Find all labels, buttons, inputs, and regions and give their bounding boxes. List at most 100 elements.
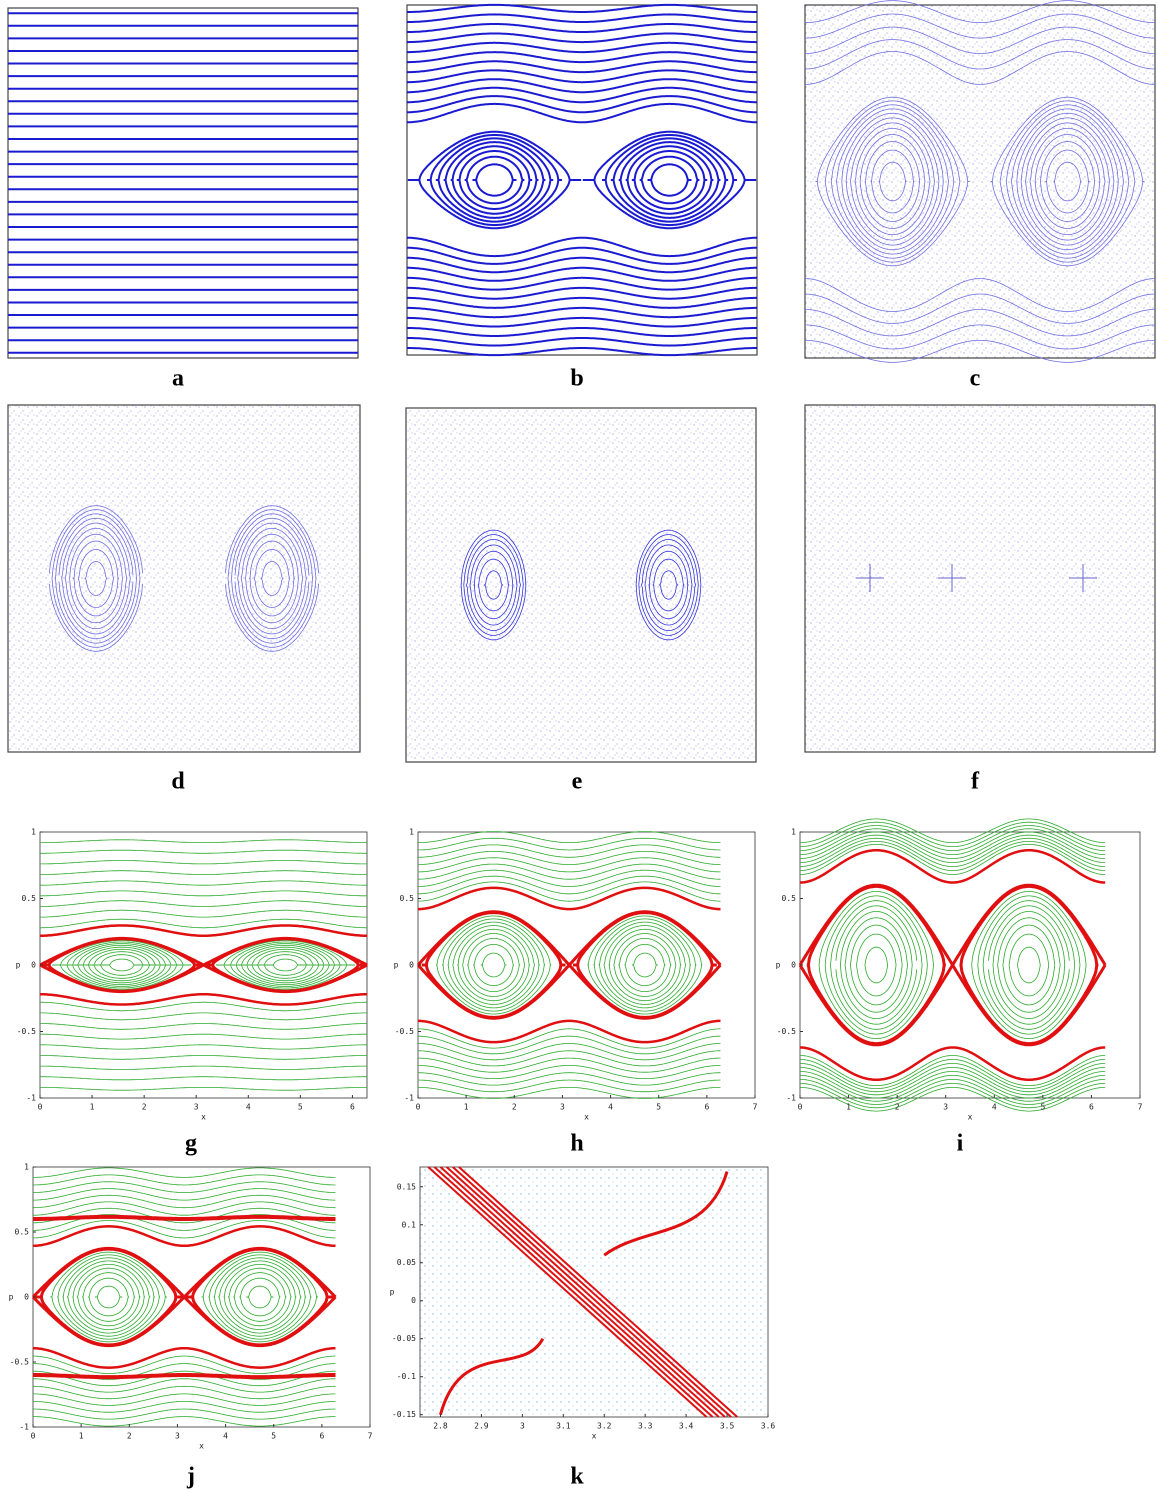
orbit [407, 32, 757, 44]
y-tick-label: 0 [791, 961, 796, 970]
orbit [477, 558, 685, 586]
orbit [815, 181, 1145, 267]
orbits [406, 3, 758, 357]
orbits [49, 505, 319, 652]
orbit [407, 316, 757, 328]
orbit [418, 881, 721, 902]
orbit [33, 1201, 336, 1216]
orbit [82, 1296, 287, 1322]
orbit [58, 581, 310, 640]
orbit [830, 181, 1130, 259]
orbit [40, 909, 368, 918]
orbit [73, 944, 334, 966]
orbit [800, 818, 1106, 843]
orbit [835, 969, 1070, 1025]
orbit [40, 1076, 368, 1081]
orbit [480, 952, 658, 966]
panel: d [7, 404, 361, 795]
orbit [865, 181, 1095, 222]
orbit [418, 837, 721, 851]
orbit [418, 1050, 721, 1067]
orbit [452, 964, 687, 1005]
orbit [457, 928, 682, 966]
orbit [33, 1416, 336, 1427]
y-tick-label: 0 [31, 961, 36, 970]
orbit [61, 522, 307, 579]
orbit [800, 1083, 1106, 1109]
x-axis-label: x [584, 1113, 589, 1122]
orbit [78, 548, 290, 579]
orbit [407, 286, 757, 300]
orbit [447, 921, 691, 966]
orbit [94, 954, 313, 966]
x-tick-label: 3 [175, 1432, 180, 1441]
orbit [407, 296, 757, 309]
orbit [800, 834, 1106, 863]
orbit [418, 1043, 721, 1061]
orbit [800, 844, 1106, 875]
orbit [40, 924, 368, 937]
orbit [61, 941, 346, 966]
orbit [800, 1055, 1106, 1086]
orbit [88, 1296, 281, 1317]
orbit [824, 181, 1136, 263]
hyperbolic-point [938, 564, 966, 592]
orbit [40, 849, 368, 854]
orbit [33, 1385, 336, 1400]
x-tick-label: 2.8 [433, 1422, 448, 1431]
orbit [878, 181, 1082, 202]
x-tick-label: 3.1 [556, 1422, 571, 1431]
orbit [466, 539, 696, 586]
orbit [57, 1296, 312, 1340]
x-axis-label: x [201, 1113, 206, 1122]
orbit [864, 946, 1041, 966]
panel-label: j [186, 1464, 195, 1490]
orbit [466, 584, 696, 631]
y-axis-label: p [16, 961, 21, 970]
x-axis-label: x [968, 1113, 973, 1122]
orbit [55, 513, 313, 579]
orbit [407, 95, 757, 114]
orbit [856, 933, 1050, 966]
x-tick-label: 1 [90, 1103, 95, 1112]
orbit [67, 1260, 302, 1298]
orbit [40, 1044, 368, 1050]
orbit [805, 309, 1155, 337]
x-tick-label: 1 [464, 1103, 469, 1112]
orbit [33, 1373, 336, 1380]
x-tick-label: 5 [656, 1103, 661, 1112]
orbit [407, 51, 757, 64]
orbit [33, 1174, 336, 1186]
panel-label: f [971, 769, 980, 795]
y-tick-label: 0.5 [15, 1228, 30, 1237]
orbit [456, 150, 708, 181]
chaotic-band [445, 1166, 726, 1418]
orbit [407, 69, 757, 84]
orbit [442, 918, 697, 966]
x-tick-label: 2.9 [474, 1422, 489, 1431]
orbit [78, 964, 329, 984]
orbit [84, 578, 284, 596]
orbit [406, 102, 758, 124]
orbit [443, 141, 721, 181]
orbit [58, 517, 310, 576]
orbit [805, 324, 1155, 350]
orbit [800, 825, 1106, 851]
panel: c [804, 0, 1156, 392]
orbit [870, 149, 1090, 182]
orbit [40, 860, 368, 865]
orbit [800, 1067, 1106, 1096]
orbit [52, 940, 355, 966]
orbit [407, 13, 757, 23]
orbit [463, 584, 699, 636]
panel-label: c [970, 366, 981, 392]
orbit [62, 1296, 306, 1337]
orbit [40, 870, 368, 875]
orbit [824, 964, 1081, 1035]
orbit [82, 1272, 287, 1298]
orbit [805, 39, 1155, 70]
y-tick-label: -0.5 [777, 1027, 796, 1036]
orbit [40, 890, 368, 897]
x-tick-label: 4 [223, 1432, 228, 1441]
y-axis-label: p [390, 1288, 395, 1297]
